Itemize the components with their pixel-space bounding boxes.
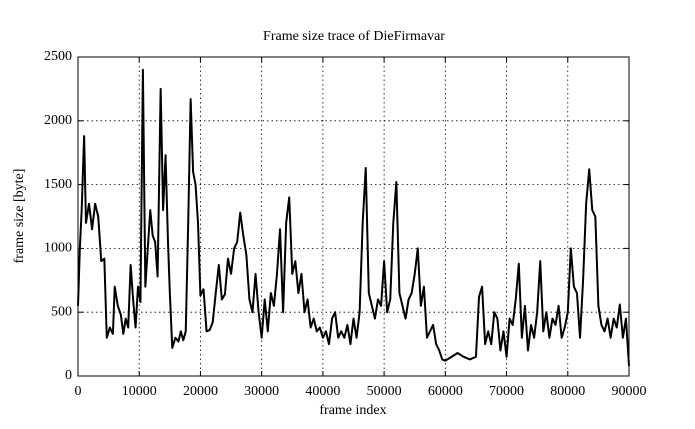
y-tick-label: 2000 (44, 113, 72, 128)
y-tick-label: 1500 (44, 177, 72, 192)
x-axis-label: frame index (319, 403, 386, 418)
chart-title: Frame size trace of DieFirmavar (263, 29, 445, 44)
y-tick-label: 0 (65, 368, 72, 383)
x-tick-label: 40000 (305, 384, 340, 399)
y-tick-label: 2500 (44, 49, 72, 64)
x-tick-label: 20000 (183, 384, 218, 399)
x-tick-label: 10000 (122, 384, 157, 399)
x-tick-label: 50000 (367, 384, 402, 399)
trace-line (77, 68, 630, 366)
plot-frame (77, 56, 630, 377)
x-tick-label: 60000 (428, 384, 463, 399)
x-tick-label: 70000 (489, 384, 524, 399)
x-tick-label: 0 (75, 384, 82, 399)
x-tick-label: 80000 (550, 384, 585, 399)
y-tick-label: 500 (51, 304, 72, 319)
y-tick-label: 1000 (44, 241, 72, 256)
x-tick-label: 30000 (244, 384, 279, 399)
x-tick-label: 90000 (612, 384, 647, 399)
y-axis-label: frame size [byte] (12, 169, 27, 264)
